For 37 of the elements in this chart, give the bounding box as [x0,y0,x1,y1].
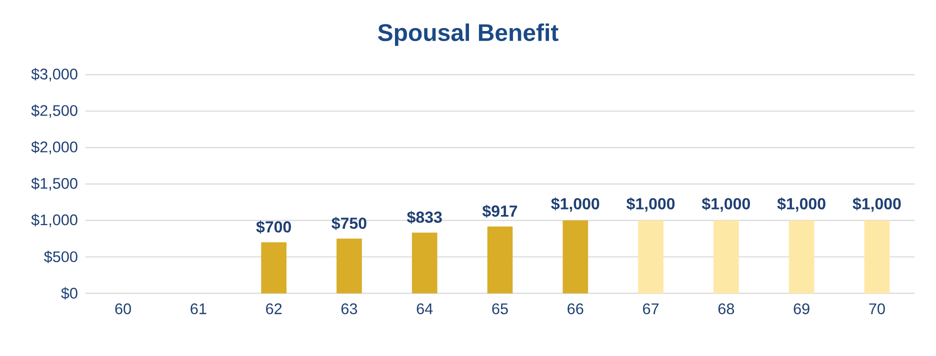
x-tick-label: 60 [115,303,131,314]
bar [487,226,513,294]
x-tick-label: 63 [341,303,358,314]
data-label: $1,000 [852,197,901,212]
chart-title: Spousal Benefit [378,23,558,46]
y-tick-label: $0 [61,287,78,300]
x-tick-label: 61 [190,303,206,314]
x-tick-label: 69 [794,303,810,314]
y-tick-label: $3,000 [31,68,78,82]
x-tick-label: 68 [718,303,734,314]
bar [562,220,588,294]
y-tick-label: $500 [44,250,78,264]
bar [788,220,814,294]
data-label: $833 [407,210,442,224]
y-tick-label: $2,500 [31,104,78,118]
x-tick-label: 67 [643,303,659,314]
bar [714,220,739,294]
data-label: $700 [256,220,291,234]
bar [638,220,664,294]
data-label: $917 [482,204,518,218]
bar [336,238,362,294]
x-tick-label: 64 [416,303,433,314]
data-label: $1,000 [626,197,675,212]
x-tick-label: 65 [492,303,508,314]
y-tick-label: $2,000 [31,140,78,154]
data-label: $1,000 [777,197,826,212]
data-label: $1,000 [551,197,600,212]
data-label: $1,000 [702,197,750,212]
bar [412,232,438,294]
x-tick-label: 70 [869,303,885,314]
bar [864,220,890,294]
y-tick-label: $1,000 [31,214,78,228]
y-tick-label: $1,500 [31,177,78,191]
data-label: $750 [332,216,366,230]
x-tick-label: 62 [266,303,282,314]
x-tick-label: 66 [568,303,584,314]
bar [261,242,286,294]
